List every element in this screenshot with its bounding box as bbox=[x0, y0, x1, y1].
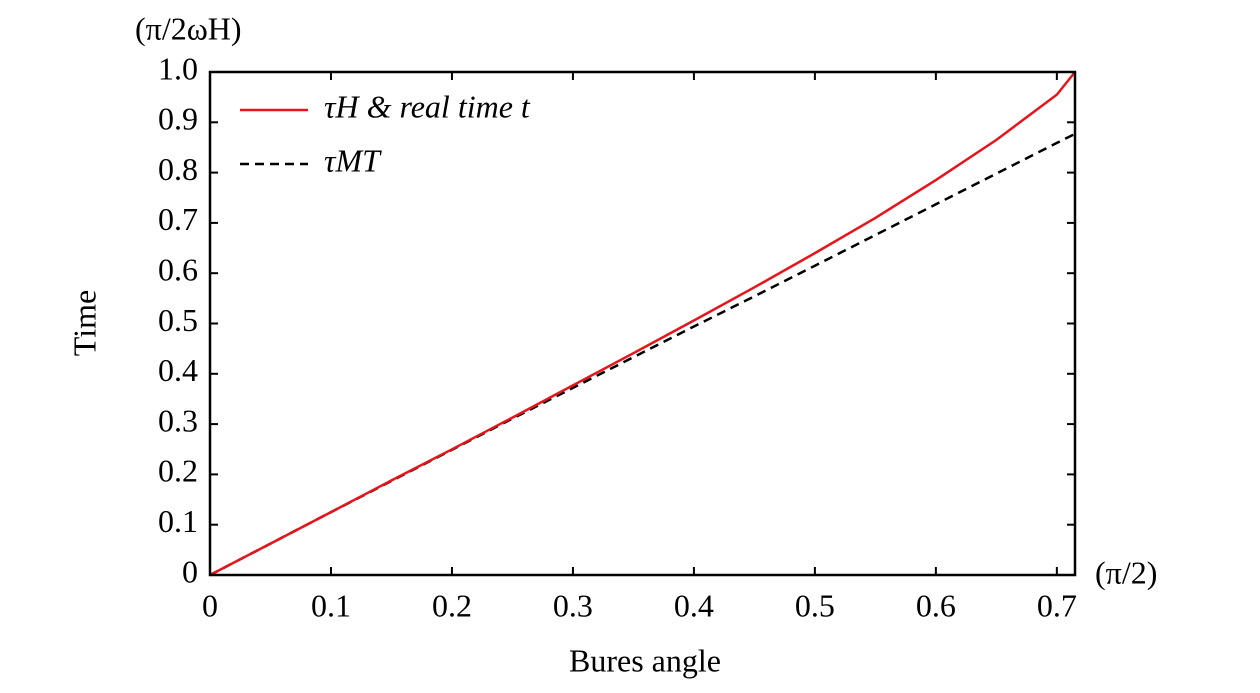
x-tick-label: 0 bbox=[202, 587, 218, 623]
y-tick-label: 0.6 bbox=[158, 252, 198, 288]
x-tick-label: 0.6 bbox=[916, 587, 956, 623]
x-unit: (π/2) bbox=[1095, 554, 1157, 590]
y-axis-label: Time bbox=[66, 290, 102, 356]
x-tick-label: 0.5 bbox=[795, 587, 835, 623]
x-tick-label: 0.4 bbox=[674, 587, 714, 623]
plot-frame bbox=[208, 70, 1077, 577]
x-tick-label: 0.1 bbox=[311, 587, 351, 623]
legend-label: τMT bbox=[324, 142, 382, 178]
y-unit: (π/2ωH) bbox=[135, 10, 242, 46]
x-axis-label: Bures angle bbox=[569, 642, 721, 678]
x-tick-label: 0.3 bbox=[553, 587, 593, 623]
y-tick-label: 0.9 bbox=[158, 101, 198, 137]
y-tick-label: 0 bbox=[182, 553, 198, 589]
y-tick-label: 1.0 bbox=[158, 50, 198, 86]
x-tick-label: 0.2 bbox=[432, 587, 472, 623]
y-tick-label: 0.4 bbox=[158, 352, 198, 388]
y-tick-label: 0.1 bbox=[158, 503, 198, 539]
series-line bbox=[209, 71, 1076, 577]
x-tick-label: 0.7 bbox=[1037, 587, 1077, 623]
legend-label: τH & real time t bbox=[324, 88, 531, 124]
y-tick-label: 0.3 bbox=[158, 402, 198, 438]
y-tick-label: 0.8 bbox=[158, 151, 198, 187]
y-tick-label: 0.2 bbox=[158, 453, 198, 489]
y-tick-label: 0.7 bbox=[158, 201, 198, 237]
y-tick-label: 0.5 bbox=[158, 302, 198, 338]
